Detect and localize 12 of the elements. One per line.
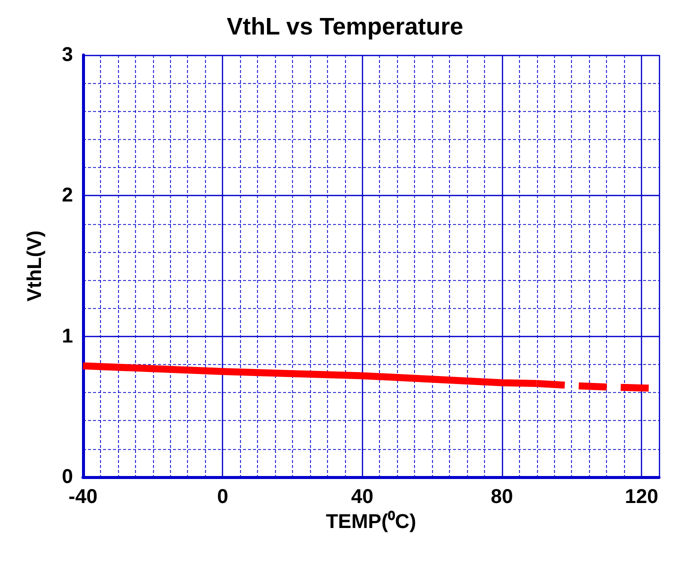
chart-title: VthL vs Temperature — [226, 14, 464, 40]
x-axis-title: TEMP(⁰C) — [326, 510, 416, 533]
y-tick-label: 1 — [62, 325, 73, 348]
y-tick-label: 2 — [62, 184, 73, 207]
x-tick-label: 0 — [217, 486, 228, 508]
x-tick-label: 120 — [624, 486, 658, 508]
x-tick-label: 80 — [490, 486, 514, 508]
y-tick-label: 3 — [62, 44, 73, 66]
x-tick-label: -40 — [68, 486, 98, 508]
y-axis-title: VthL(V) — [24, 230, 46, 302]
x-tick-label: 40 — [351, 486, 374, 508]
y-tick-label: 0 — [62, 466, 73, 488]
